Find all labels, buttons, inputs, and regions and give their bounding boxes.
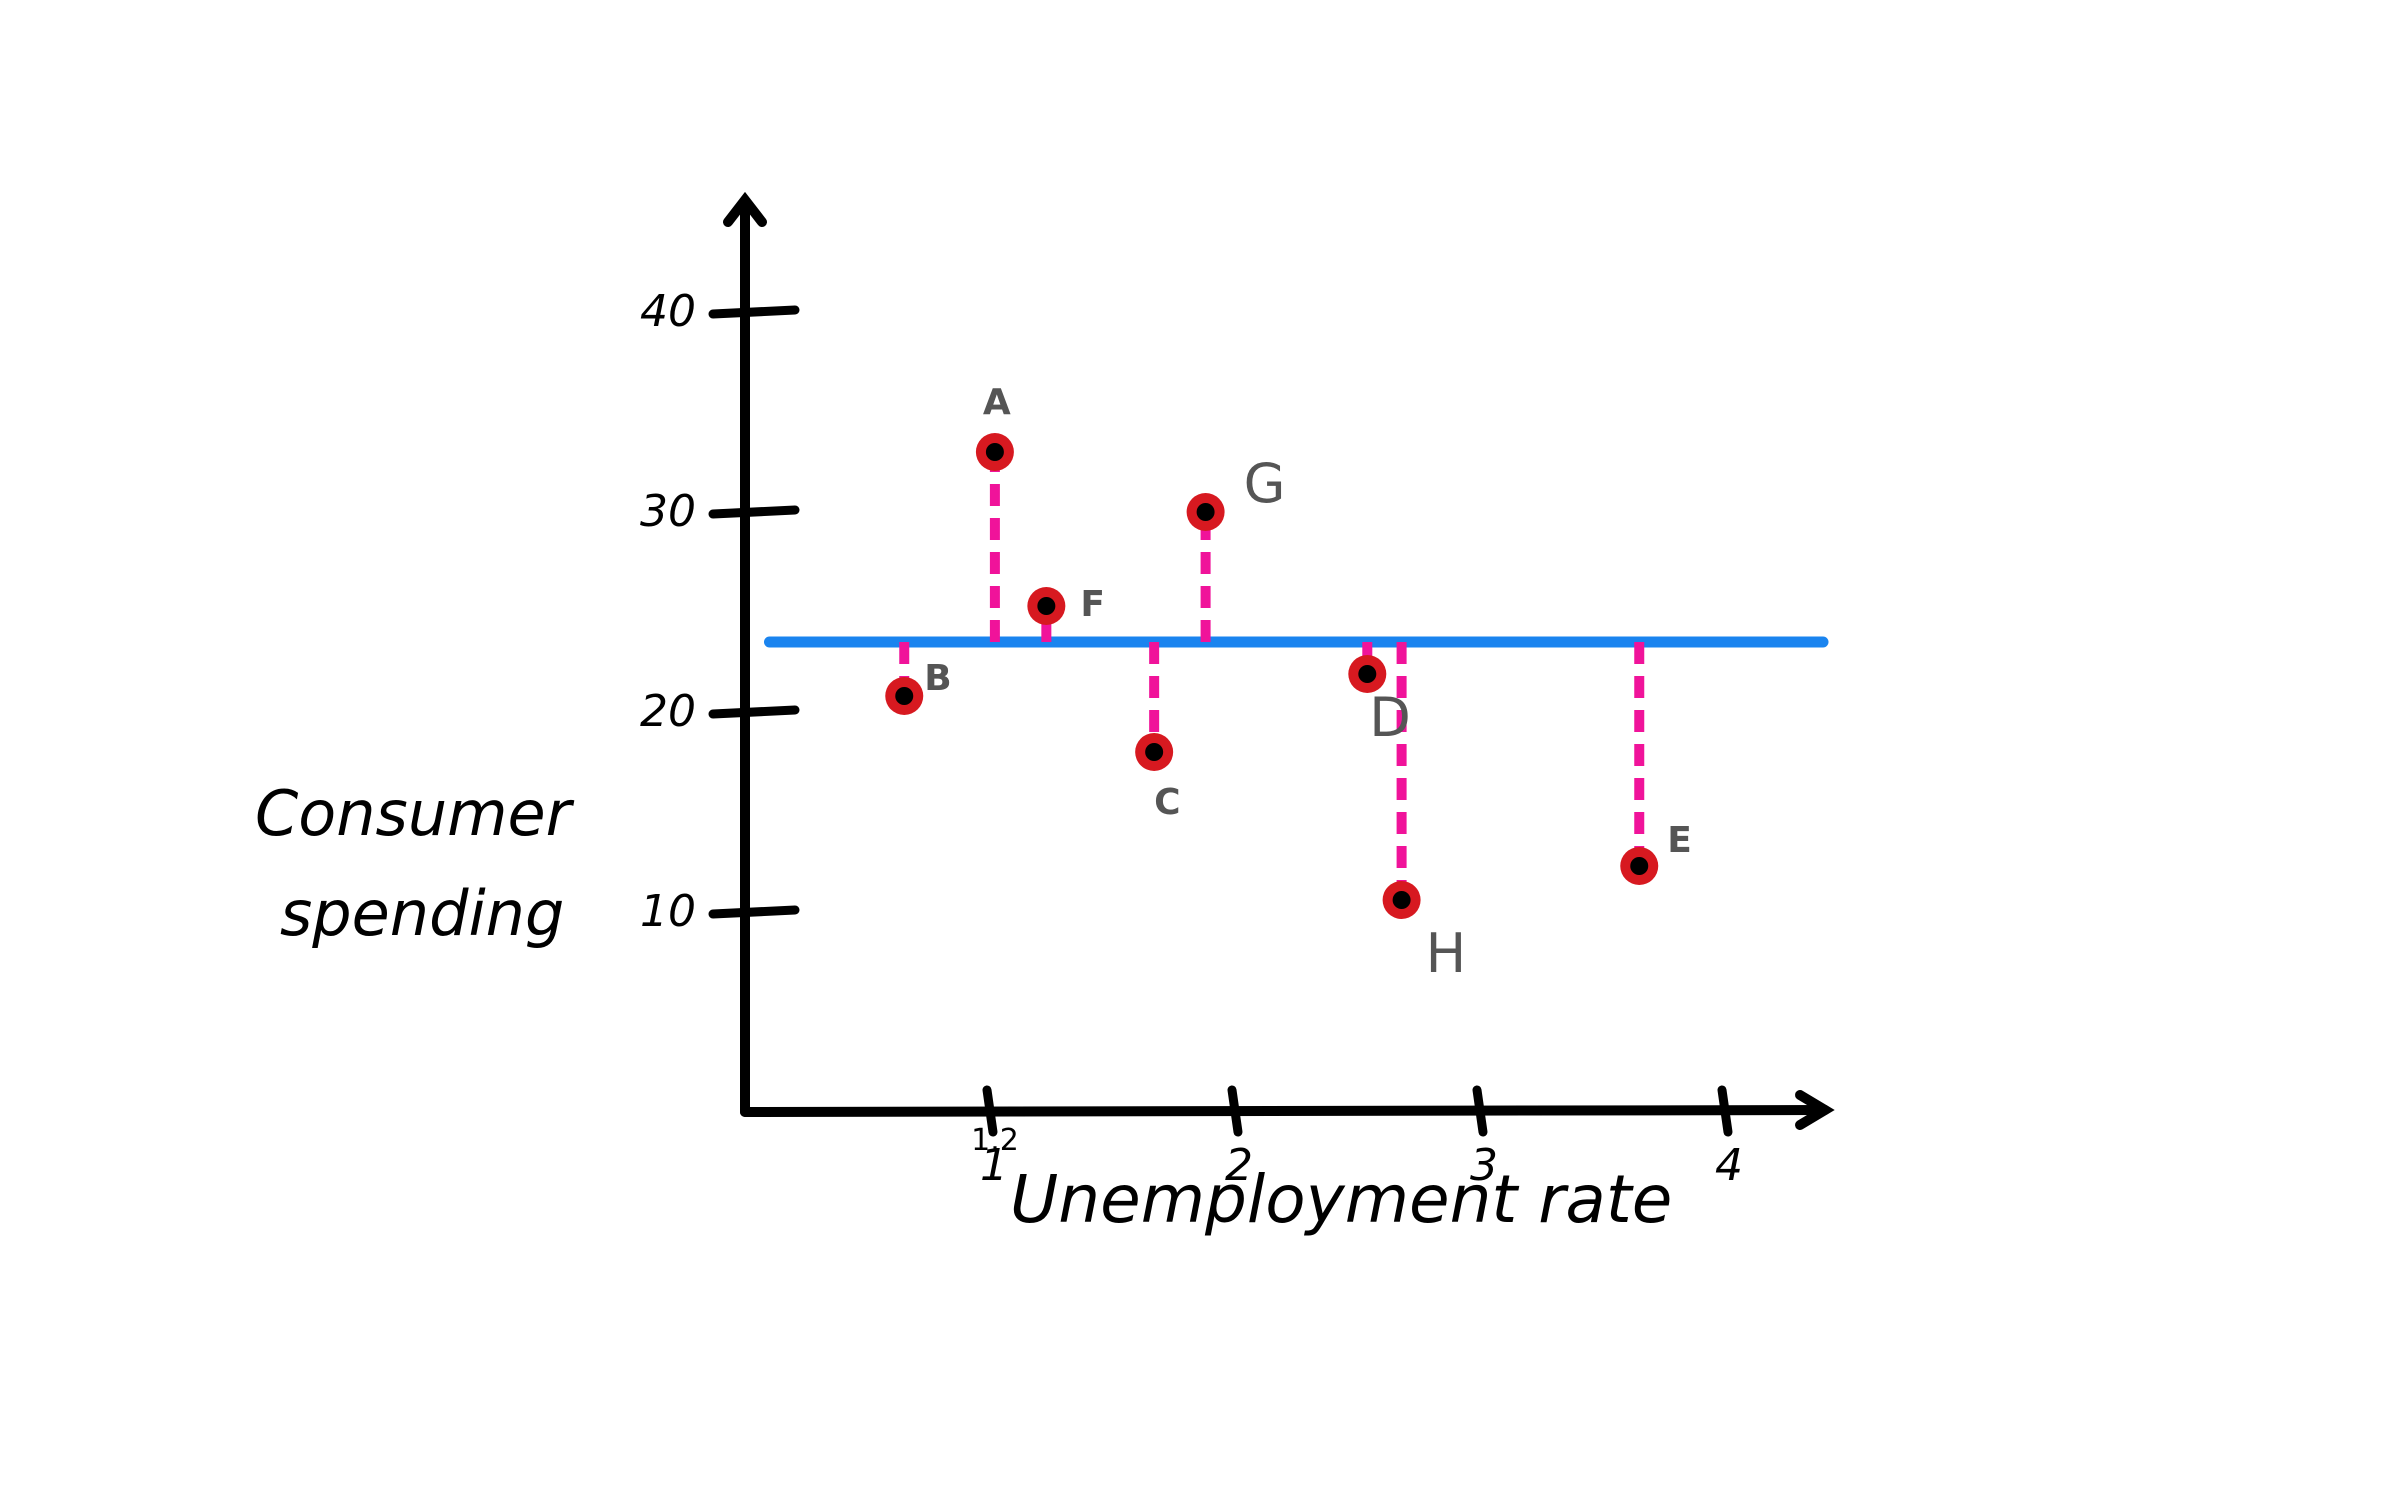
x-extra-label: 1.2 xyxy=(971,1123,1019,1158)
x-tick-4 xyxy=(1717,1085,1733,1137)
y-tick-label-30: 30 xyxy=(640,486,696,537)
point-label-D: D xyxy=(1369,686,1411,749)
x-tick-3 xyxy=(1472,1085,1488,1137)
point-label-F: F xyxy=(1080,584,1105,625)
x-tick-label-4: 4 xyxy=(1715,1140,1743,1191)
point-label-A: A xyxy=(983,382,1011,423)
y-tick-30 xyxy=(708,505,800,519)
x-tick-label-2: 2 xyxy=(1225,1140,1253,1191)
point-center-F xyxy=(1037,597,1056,615)
point-label-C: C xyxy=(1154,782,1180,823)
point-label-B: B xyxy=(924,658,951,699)
x-tick-label-1: 1 xyxy=(980,1140,1008,1191)
ticks: 10 20 30 40 1 2 3 4 1.2 xyxy=(640,286,1743,1191)
y-axis-arrow xyxy=(723,191,767,227)
point-center-H xyxy=(1392,891,1411,909)
point-center-D xyxy=(1358,665,1377,683)
point-center-C xyxy=(1145,743,1164,761)
x-tick-2 xyxy=(1227,1085,1243,1137)
y-tick-label-40: 40 xyxy=(640,286,696,337)
x-tick-1 xyxy=(982,1085,998,1137)
y-tick-20 xyxy=(708,705,800,719)
point-center-B xyxy=(895,687,914,705)
y-tick-label-10: 10 xyxy=(640,886,696,937)
x-tick-label-3: 3 xyxy=(1470,1140,1498,1191)
y-axis-title-line-1: Consumer xyxy=(255,777,575,850)
point-center-E xyxy=(1630,857,1649,875)
y-tick-label-20: 20 xyxy=(640,686,696,737)
point-center-G xyxy=(1196,503,1215,521)
point-label-E: E xyxy=(1667,820,1692,861)
point-center-A xyxy=(985,443,1004,461)
residuals xyxy=(899,452,1645,900)
point-label-H: H xyxy=(1426,922,1467,985)
x-axis-title: Unemployment rate xyxy=(1010,1161,1672,1238)
points: A B F C G D H E xyxy=(885,382,1692,985)
y-tick-40 xyxy=(708,305,800,319)
axes xyxy=(723,191,1835,1130)
x-axis xyxy=(740,1105,1830,1117)
point-label-G: G xyxy=(1244,452,1286,515)
x-axis-arrow xyxy=(1795,1090,1835,1130)
y-axis-title-line-2: spending xyxy=(280,877,564,950)
y-tick-10 xyxy=(708,905,800,919)
